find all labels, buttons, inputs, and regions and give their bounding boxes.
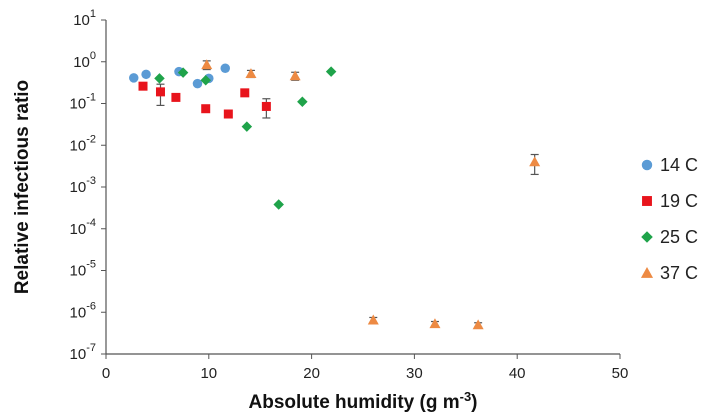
legend-label-19c: 19 C <box>660 191 698 211</box>
data-point-14c <box>129 73 139 83</box>
legend-label-14c: 14 C <box>660 155 698 175</box>
data-point-37c <box>529 156 541 167</box>
data-point-19c <box>223 109 233 119</box>
data-point-25c <box>154 73 165 84</box>
data-point-25c <box>273 199 284 210</box>
legend-marker-14c <box>641 159 653 171</box>
data-point-19c <box>138 81 148 91</box>
y-tick-label: 101 <box>73 8 96 29</box>
data-point-14c <box>192 78 203 89</box>
y-tick-label: 10-1 <box>70 92 96 113</box>
data-points <box>129 59 541 330</box>
error-bars <box>156 60 539 328</box>
data-point-25c <box>325 66 337 77</box>
legend: 14 C 19 C 25 C 37 C <box>640 155 698 283</box>
data-point-25c <box>241 121 253 132</box>
y-tick-label: 10-3 <box>70 175 96 196</box>
legend-marker-25c <box>641 231 653 243</box>
legend-marker-19c <box>642 196 652 206</box>
x-tick-label: 40 <box>509 365 526 382</box>
data-point-25c <box>200 75 211 86</box>
data-point-19c <box>201 104 211 114</box>
data-point-37c <box>429 318 441 329</box>
x-ticks: 0 10 20 30 40 50 <box>102 354 629 382</box>
y-tick-label: 10-2 <box>70 133 96 154</box>
y-tick-label: 10-4 <box>70 217 96 238</box>
data-point-25c <box>297 96 308 108</box>
data-point-19c <box>261 101 271 111</box>
x-axis-title: Absolute humidity (g m-3) <box>249 389 478 413</box>
y-tick-label: 10-5 <box>70 259 96 280</box>
data-point-37c <box>245 68 257 79</box>
x-tick-label: 30 <box>406 365 423 382</box>
y-ticks: 101 100 10-1 10-2 10-3 10-4 10-5 10-6 10-7 <box>70 8 106 363</box>
data-point-37c <box>472 319 484 330</box>
data-point-37c <box>201 59 213 70</box>
x-tick-label: 20 <box>303 365 320 382</box>
legend-marker-37c <box>640 266 654 278</box>
data-point-19c <box>171 92 181 102</box>
y-tick-label: 10-6 <box>70 300 96 321</box>
y-tick-label: 10-7 <box>70 342 96 363</box>
x-tick-label: 50 <box>612 365 629 382</box>
data-point-14c <box>220 63 230 73</box>
y-axis-title: Relative infectious ratio <box>12 80 33 294</box>
data-point-14c <box>141 69 151 80</box>
data-point-19c <box>155 87 165 97</box>
data-point-37c <box>289 70 301 81</box>
x-tick-label: 0 <box>102 365 110 382</box>
y-tick-label: 100 <box>73 50 96 71</box>
x-tick-label: 10 <box>200 365 217 382</box>
data-point-25c <box>177 67 189 78</box>
data-point-37c <box>367 314 379 325</box>
data-point-19c <box>240 88 250 98</box>
legend-label-25c: 25 C <box>660 227 698 247</box>
legend-label-37c: 37 C <box>660 263 698 283</box>
